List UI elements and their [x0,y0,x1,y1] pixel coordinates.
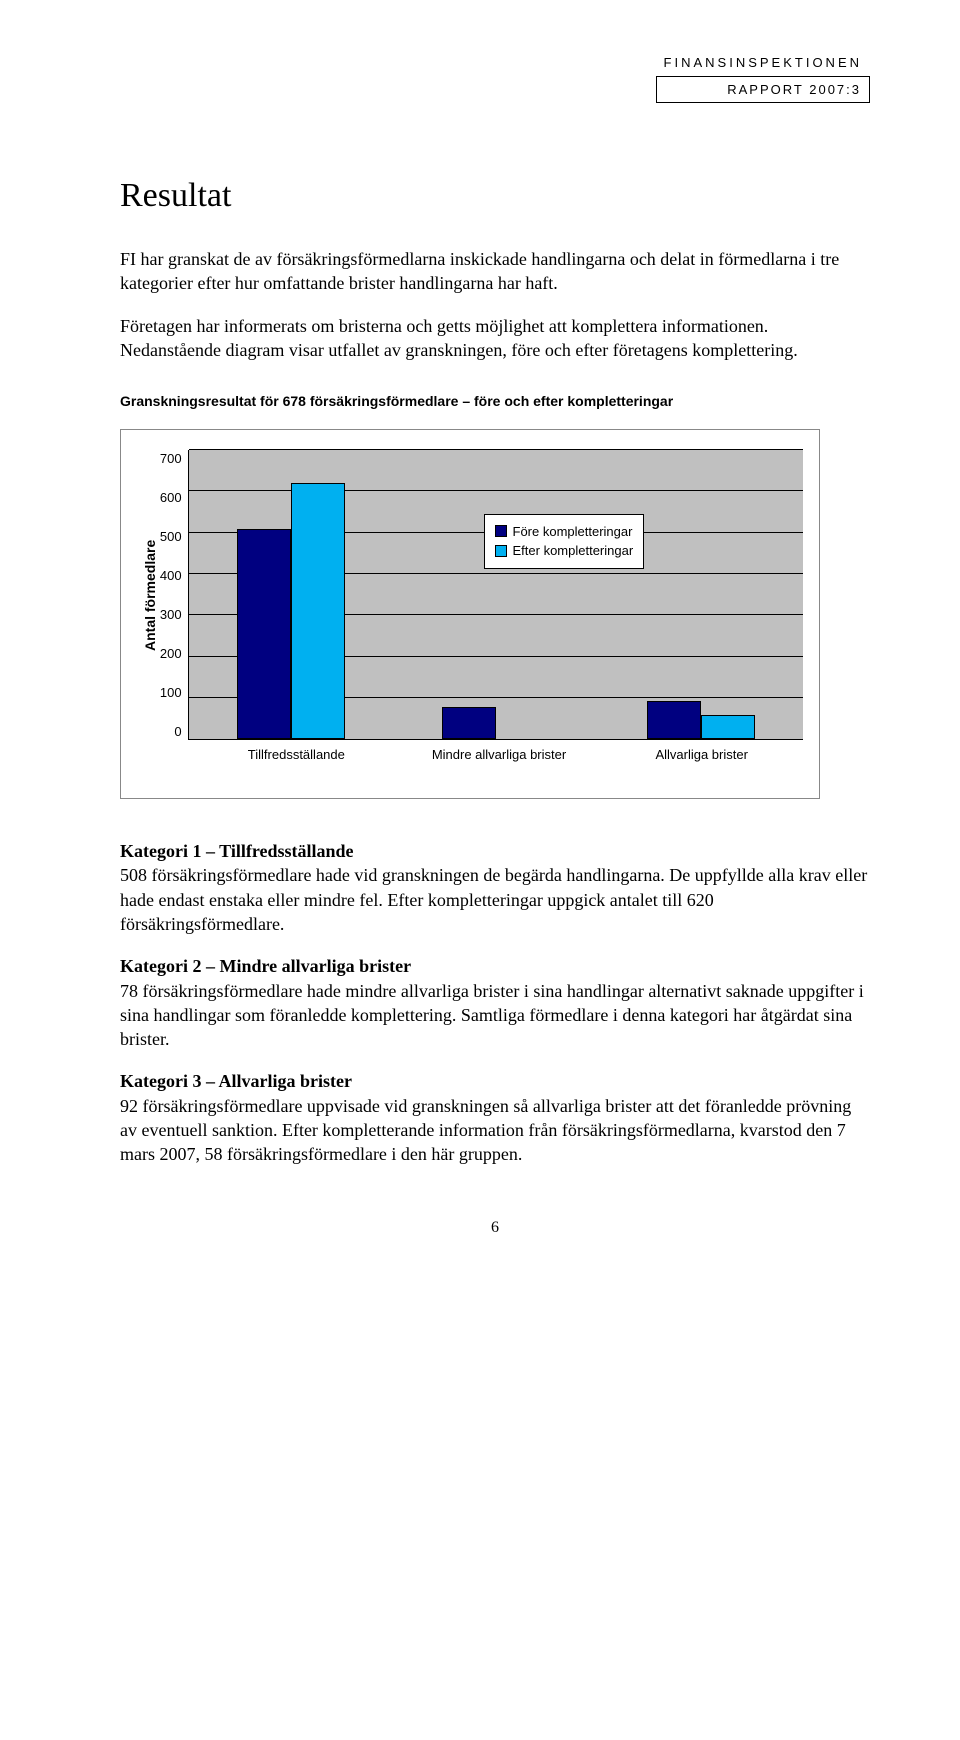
chart-bar [647,701,701,739]
chart-legend-swatch [495,525,507,537]
chart-frame: Antal förmedlare 700 600 500 400 300 200… [120,429,820,799]
chart-bar [237,529,291,739]
ytick: 100 [160,684,182,702]
ytick: 700 [160,450,182,468]
chart-legend-row: Efter kompletteringar [495,542,634,560]
intro-paragraph-2: Företagen har informerats om bristerna o… [120,314,870,363]
ytick: 600 [160,489,182,507]
x-label: Mindre allvarliga brister [398,746,601,764]
ytick: 300 [160,606,182,624]
chart-legend-swatch [495,545,507,557]
chart-legend-label: Efter kompletteringar [513,542,634,560]
chart-bar [701,715,755,739]
section-k1: Kategori 1 – Tillfredsställande 508 förs… [120,839,870,936]
chart-y-axis-label: Antal förmedlare [137,450,160,740]
chart-legend: Före kompletteringarEfter kompletteringa… [484,514,645,569]
section-k3-head: Kategori 3 – Allvarliga brister [120,1071,352,1091]
section-k2-head: Kategori 2 – Mindre allvarliga brister [120,956,411,976]
ytick: 0 [174,723,181,741]
chart-bar [291,483,345,739]
page-title: Resultat [120,173,870,219]
section-k2: Kategori 2 – Mindre allvarliga brister 7… [120,954,870,1051]
header-org: FINANSINSPEKTIONEN [656,50,870,76]
chart-title: Granskningsresultat för 678 försäkringsf… [120,392,870,411]
x-label: Tillfredsställande [195,746,398,764]
section-k2-body: 78 försäkringsförmedlare hade mindre all… [120,981,864,1050]
header-report: RAPPORT 2007:3 [656,76,870,104]
section-k3-body: 92 försäkringsförmedlare uppvisade vid g… [120,1096,851,1165]
chart-legend-label: Före kompletteringar [513,523,633,541]
section-k1-body: 508 försäkringsförmedlare hade vid grans… [120,865,867,934]
ytick: 400 [160,567,182,585]
page-number: 6 [120,1217,870,1239]
section-k3: Kategori 3 – Allvarliga brister 92 försä… [120,1069,870,1166]
header-box: FINANSINSPEKTIONEN RAPPORT 2007:3 [656,50,870,103]
chart-plot-area: Före kompletteringarEfter kompletteringa… [188,450,803,740]
chart-x-labels: Tillfredsställande Mindre allvarliga bri… [195,746,803,764]
intro-paragraph-1: FI har granskat de av försäkringsförmedl… [120,247,870,296]
chart-bar-group [393,450,598,739]
chart-y-ticks: 700 600 500 400 300 200 100 0 [160,450,188,740]
chart-bar-groups [189,450,803,739]
section-k1-head: Kategori 1 – Tillfredsställande [120,841,354,861]
x-label: Allvarliga brister [600,746,803,764]
ytick: 500 [160,528,182,546]
chart-bar [442,707,496,739]
ytick: 200 [160,645,182,663]
chart-legend-row: Före kompletteringar [495,523,634,541]
chart-bar-group [189,450,394,739]
chart-bar-group [598,450,803,739]
